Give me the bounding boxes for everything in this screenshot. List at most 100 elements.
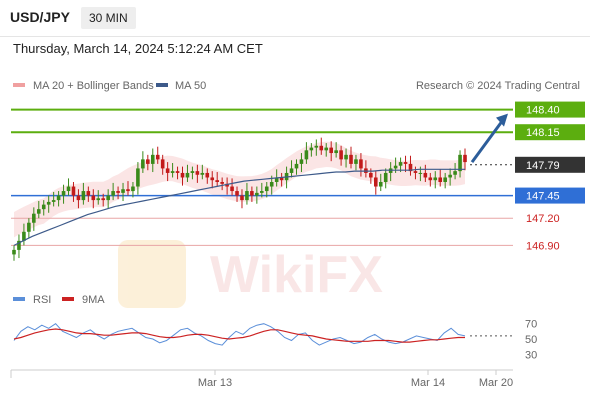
candle-body xyxy=(41,204,46,210)
candle-body xyxy=(334,150,338,154)
x-tick-mar-20: Mar 20 xyxy=(479,377,513,389)
rsi-ma-line xyxy=(13,328,465,343)
candle-body xyxy=(180,172,185,178)
candle-body xyxy=(349,154,353,164)
candle-body xyxy=(269,182,274,187)
bollinger-band-area xyxy=(14,141,465,238)
candle-body xyxy=(170,171,175,173)
candle-body xyxy=(250,191,254,196)
candle-body xyxy=(408,163,413,172)
rsi-legend-swatch xyxy=(13,297,25,301)
candle-body xyxy=(12,249,16,255)
candle-body xyxy=(393,165,398,169)
candle-body xyxy=(121,189,125,193)
candle-body xyxy=(205,172,210,178)
timeframe-button[interactable]: 30 MIN xyxy=(81,7,136,29)
ma9-legend-swatch xyxy=(62,297,74,301)
candle-body xyxy=(463,154,467,163)
candle-body xyxy=(175,171,180,173)
candle-body xyxy=(185,172,190,178)
price-tag-147-45: 147.45 xyxy=(526,191,560,203)
candle-body xyxy=(190,171,195,173)
candle-body xyxy=(17,240,21,250)
candle-body xyxy=(378,182,383,187)
candle-body xyxy=(443,177,447,182)
candle-body xyxy=(235,191,239,196)
candle-body xyxy=(27,222,31,232)
research-credit: Research © 2024 Trading Central xyxy=(416,80,580,92)
candle-body xyxy=(46,201,51,205)
candle-body xyxy=(373,177,378,187)
candle-body xyxy=(304,150,309,160)
candle-body xyxy=(86,191,91,196)
candle-body xyxy=(458,154,462,172)
price-tag-148-15: 148.15 xyxy=(526,127,560,139)
candle-body xyxy=(324,147,329,151)
forecast-arrow-icon xyxy=(470,113,508,163)
candle-body xyxy=(230,186,234,192)
candle-body xyxy=(116,191,120,193)
arrow-head xyxy=(496,113,508,127)
symbol-title: USD/JPY xyxy=(10,9,70,25)
watermark-logo-icon xyxy=(118,240,186,308)
candle-body xyxy=(111,191,115,196)
x-axis: Mar 13 Mar 14 Mar 20 xyxy=(10,369,513,389)
candle-body xyxy=(66,186,71,192)
bollinger-bands xyxy=(14,141,465,238)
candle-body xyxy=(279,177,284,181)
candle-body xyxy=(319,145,324,151)
rsi-tick-50: 50 xyxy=(525,334,537,346)
price-tag-146-90: 146.90 xyxy=(526,240,560,252)
price-tag-147-20: 147.20 xyxy=(526,213,560,225)
candle-body xyxy=(220,182,224,184)
candle-body xyxy=(418,172,423,174)
wikifx-watermark: WikiFX xyxy=(118,240,383,308)
ma20-legend-label: MA 20 + Bollinger Bands xyxy=(33,80,154,92)
rsi-legend-label: RSI xyxy=(33,294,51,306)
candle-body xyxy=(294,163,299,169)
ma50-legend-swatch xyxy=(156,83,168,87)
price-tag-bg xyxy=(515,124,585,141)
chart-datetime: Thursday, March 14, 2024 5:12:24 AM CET xyxy=(13,41,263,56)
candle-body xyxy=(150,154,155,164)
candle-body xyxy=(299,159,304,164)
candle-body xyxy=(438,177,443,182)
candle-body xyxy=(195,171,200,175)
candle-body xyxy=(398,162,403,166)
candle-body xyxy=(428,177,433,181)
candle-body xyxy=(56,195,61,201)
candle-body xyxy=(146,159,150,164)
candle-body xyxy=(32,213,36,223)
candle-body xyxy=(309,147,314,151)
candle-body xyxy=(359,159,363,169)
candle-body xyxy=(76,195,81,201)
candle-body xyxy=(339,150,343,160)
candle-body xyxy=(136,168,140,187)
ma50-line xyxy=(13,168,465,246)
price-tag-bg xyxy=(515,187,585,204)
candle-body xyxy=(106,195,110,201)
price-tag-147-79: 147.79 xyxy=(526,160,560,172)
candle-body xyxy=(81,191,86,201)
candle-body xyxy=(403,162,408,164)
candle-body xyxy=(329,147,333,154)
candle-body xyxy=(289,168,294,173)
candle-body xyxy=(433,177,438,181)
candle-body xyxy=(245,191,249,201)
candle-body xyxy=(369,172,373,178)
candle-body xyxy=(453,171,457,175)
price-tag-bg xyxy=(515,156,585,173)
candle-body xyxy=(51,200,56,202)
candle-body xyxy=(96,198,101,201)
candle-body xyxy=(264,186,269,192)
candle-body xyxy=(344,154,348,160)
candle-body xyxy=(314,145,319,148)
top-bar: USD/JPY 30 MIN xyxy=(0,0,590,37)
ma20-legend-swatch xyxy=(13,83,25,87)
candle-body xyxy=(91,195,96,201)
ma50-legend-label: MA 50 xyxy=(175,80,206,92)
candle-body xyxy=(255,192,259,196)
candle-body xyxy=(423,172,428,178)
candle-body xyxy=(160,159,165,169)
